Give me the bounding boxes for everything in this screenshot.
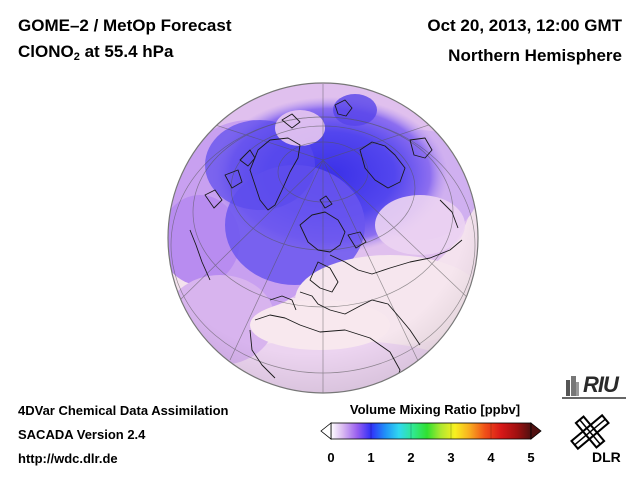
- riu-logo: RIU: [583, 372, 619, 397]
- colorbar-tick: 4: [487, 450, 495, 465]
- globe-outline: [167, 82, 479, 394]
- colorbar-tick: 1: [367, 450, 375, 465]
- dlr-logo: DLR: [592, 449, 621, 465]
- colorbar-tick: 2: [407, 450, 415, 465]
- colorbar-tick: 0: [327, 450, 335, 465]
- species-name: ClONO: [18, 42, 74, 61]
- website-link[interactable]: http://wdc.dlr.de: [18, 451, 118, 466]
- species-subscript: 2: [73, 51, 80, 63]
- forecast-date: Oct 20, 2013, 12:00 GMT: [427, 16, 622, 35]
- pressure-level: at 55.4 hPa: [84, 42, 174, 61]
- colorbar-max-arrow: [530, 422, 542, 440]
- version-label: SACADA Version 2.4: [18, 427, 146, 442]
- colorbar-min-arrow: [320, 422, 332, 440]
- colorbar: [320, 422, 542, 440]
- colorbar-title: Volume Mixing Ratio [ppbv]: [349, 402, 521, 417]
- species-level: ClONO2 at 55.4 hPa: [18, 42, 173, 67]
- region-label: Northern Hemisphere: [448, 46, 622, 65]
- colorbar-tick: 5: [527, 450, 535, 465]
- coastlines: [189, 99, 463, 386]
- colorbar-tick: 3: [447, 450, 455, 465]
- dlr-logo-graphic: [570, 413, 610, 451]
- globe-field: [168, 83, 478, 393]
- product-title: GOME–2 / MetOp Forecast: [18, 16, 232, 35]
- assimilation-label: 4DVar Chemical Data Assimilation: [18, 403, 229, 418]
- graticule: [170, 84, 476, 393]
- riu-logo-graphic: [562, 376, 626, 399]
